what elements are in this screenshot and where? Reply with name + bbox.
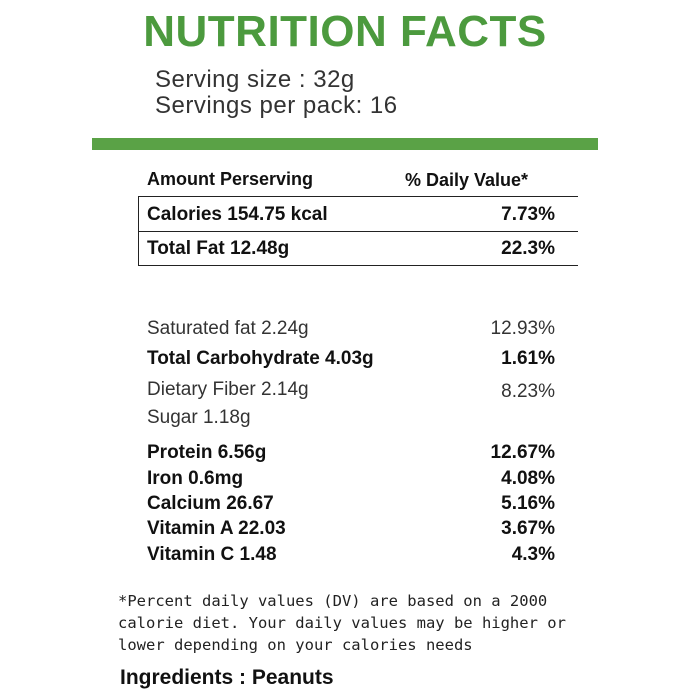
nutrient: Protein 6.56g (147, 442, 267, 463)
rule (138, 231, 578, 232)
serving-size: Serving size : 32g (155, 66, 355, 93)
daily-value: 3.67% (501, 518, 555, 539)
nutrient: Sugar 1.18g (147, 407, 251, 428)
ingredients: Ingredients : Peanuts (120, 666, 334, 689)
title: NUTRITION FACTS (143, 7, 547, 56)
rule (138, 231, 139, 265)
daily-value: 7.73% (501, 204, 555, 225)
nutrient: Vitamin A 22.03 (147, 518, 286, 539)
nutrient: Calcium 26.67 (147, 493, 274, 514)
rule (138, 196, 139, 231)
daily-value: 22.3% (501, 238, 555, 259)
footnote: *Percent daily values (DV) are based on … (118, 592, 548, 610)
green-bar (92, 138, 598, 150)
nutrient: Dietary Fiber 2.14g (147, 379, 309, 400)
daily-value: 1.61% (501, 348, 555, 369)
daily-value: 4.3% (511, 544, 555, 565)
nutrient: Vitamin C 1.48 (147, 544, 277, 565)
servings-per-pack: Servings per pack: 16 (155, 92, 398, 119)
nutrient: Iron 0.6mg (147, 468, 244, 489)
daily-value: 8.23% (501, 381, 555, 402)
footnote: calorie diet. Your daily values may be h… (118, 614, 566, 632)
column-header: Amount Perserving (147, 169, 314, 189)
rule (138, 196, 578, 197)
nutrient: Total Carbohydrate 4.03g (147, 348, 374, 369)
rule (138, 265, 578, 266)
daily-value: 4.08% (501, 468, 555, 489)
daily-value: 12.93% (490, 318, 555, 339)
nutrient: Total Fat 12.48g (147, 238, 290, 259)
nutrient: Calories 154.75 kcal (147, 204, 328, 225)
daily-value: 5.16% (501, 493, 555, 514)
nutrient: Saturated fat 2.24g (147, 318, 309, 339)
footnote: lower depending on your calories needs (118, 636, 473, 654)
column-header: % Daily Value* (405, 170, 529, 190)
daily-value: 12.67% (490, 442, 555, 463)
